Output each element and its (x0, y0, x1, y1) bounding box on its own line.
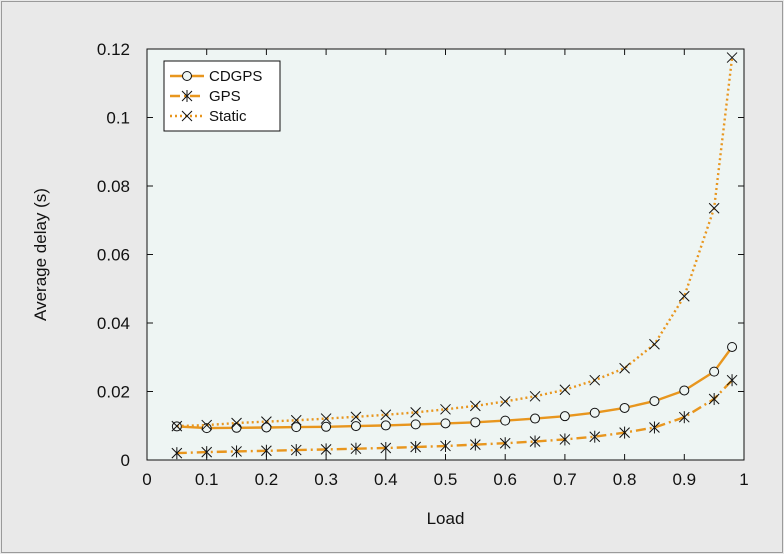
data-point-static (469, 400, 481, 412)
legend-marker (182, 71, 192, 81)
data-point-gps (678, 411, 690, 424)
data-point-gps (171, 447, 183, 460)
data-point-cdgps (530, 413, 541, 424)
data-point-gps (380, 442, 392, 455)
data-point-gps (320, 443, 332, 456)
x-tick-label: 0.7 (553, 470, 577, 489)
series-line-static (176, 57, 734, 428)
data-point-static (380, 409, 392, 421)
legend-label: CDGPS (209, 68, 262, 85)
data-point-gps (410, 440, 422, 453)
legend-marker (181, 110, 193, 122)
data-point-cdgps (261, 422, 272, 433)
x-tick-label: 0.6 (493, 470, 517, 489)
x-axis-label: Load (427, 509, 465, 528)
x-tick-label: 0.8 (613, 470, 637, 489)
data-point-static (171, 420, 183, 432)
data-point-static (559, 384, 571, 396)
data-point-static (290, 414, 302, 426)
data-point-gps (649, 421, 660, 434)
x-tick-label: 0.4 (374, 470, 398, 489)
series-gps (171, 374, 738, 460)
x-tick-label: 0.9 (672, 470, 696, 489)
y-tick-label: 0 (121, 451, 130, 470)
data-point-cdgps (500, 415, 511, 426)
series-static (171, 52, 738, 432)
y-axis-label: Average delay (s) (31, 188, 50, 321)
data-point-cdgps (321, 421, 332, 432)
ticks-layer: 0 0.1 0.2 0.3 0.4 0.5 0.6 0.7 0.8 0.9 1 0 0.02 0.04 0.… (97, 40, 749, 489)
data-point-gps (559, 433, 571, 446)
data-point-static (589, 374, 601, 386)
data-point-cdgps (350, 421, 361, 432)
y-tick-label: 0.08 (97, 177, 130, 196)
data-point-cdgps (231, 422, 242, 433)
y-tick-label: 0.1 (106, 109, 130, 128)
data-point-gps (529, 435, 541, 448)
y-tick-label: 0.02 (97, 383, 130, 402)
data-point-cdgps (619, 402, 630, 413)
y-tick-label: 0.12 (97, 40, 130, 59)
data-point-cdgps (440, 418, 451, 429)
data-point-static (529, 390, 541, 402)
x-tick-label: 0.2 (255, 470, 279, 489)
data-point-cdgps (589, 407, 600, 418)
data-point-cdgps (649, 396, 660, 407)
series-layer (171, 52, 738, 460)
legend-marker (181, 90, 193, 102)
data-point-gps (469, 438, 481, 451)
x-tick-label: 0.5 (434, 470, 458, 489)
data-point-static (440, 403, 451, 415)
y-tick-label: 0.04 (97, 314, 130, 333)
x-tick-label: 0.3 (314, 470, 338, 489)
x-tick-label: 1 (739, 470, 748, 489)
x-tick-label: 0 (142, 470, 151, 489)
data-point-cdgps (470, 417, 481, 428)
x-tick-label: 0.1 (195, 470, 219, 489)
data-point-static (231, 417, 242, 429)
data-point-static (726, 52, 738, 63)
legend: CDGPS GPS Static (163, 60, 281, 132)
y-tick-label: 0.06 (97, 246, 130, 265)
data-point-static (649, 338, 660, 350)
data-point-static (350, 411, 362, 423)
data-point-static (678, 290, 690, 302)
data-point-cdgps (201, 423, 212, 434)
data-point-cdgps (679, 385, 690, 396)
data-point-gps (499, 437, 511, 450)
data-point-gps (589, 430, 601, 443)
data-point-gps (726, 374, 738, 387)
data-point-gps (708, 393, 720, 406)
data-point-cdgps (410, 419, 421, 430)
data-point-static (320, 413, 332, 424)
data-point-cdgps (709, 366, 720, 377)
series-line-gps (176, 379, 733, 455)
data-point-cdgps (380, 420, 391, 431)
data-point-cdgps (559, 411, 570, 422)
data-point-static (499, 396, 511, 407)
data-point-static (261, 416, 272, 427)
data-point-cdgps (291, 422, 302, 433)
data-point-static (410, 407, 422, 418)
data-point-static (619, 362, 630, 374)
data-point-gps (440, 439, 451, 452)
data-point-gps (231, 445, 242, 458)
legend-label: GPS (209, 88, 241, 105)
legend-entry-cdgps: CDGPS (170, 68, 262, 85)
legend-label: Static (209, 108, 247, 125)
data-point-static (201, 419, 213, 431)
legend-entry-gps: GPS (170, 88, 241, 105)
legend-entry-static: Static (170, 108, 247, 125)
data-point-gps (290, 444, 302, 457)
data-point-gps (619, 426, 630, 439)
data-point-static (708, 202, 720, 214)
data-point-cdgps (727, 341, 738, 352)
data-point-gps (350, 442, 362, 455)
